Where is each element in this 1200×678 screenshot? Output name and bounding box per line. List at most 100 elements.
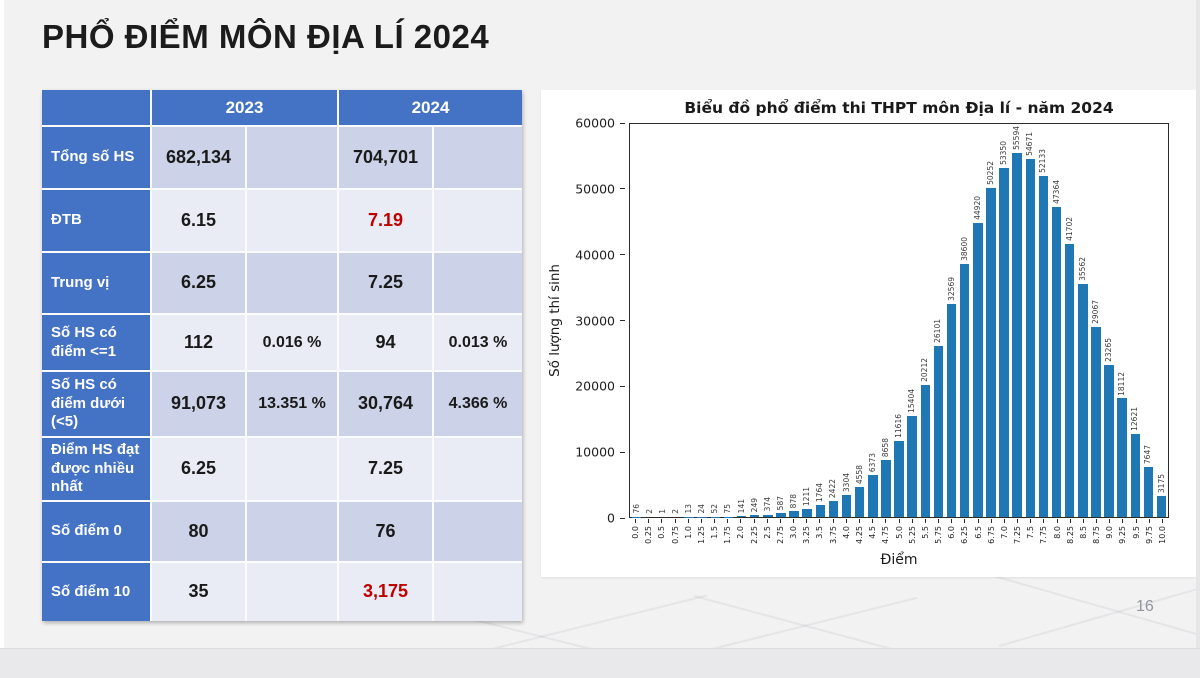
table-header-2023: 2023 xyxy=(152,90,337,125)
bar-value-label: 1764 xyxy=(815,483,825,503)
x-tick-slot: 5.5 xyxy=(919,519,932,557)
bar-slot: 18112 xyxy=(1116,124,1129,517)
chart-panel: Biểu đồ phổ điểm thi THPT môn Địa lí - n… xyxy=(541,90,1196,577)
x-tick-mark xyxy=(1056,519,1058,523)
chart-title: Biểu đồ phổ điểm thi THPT môn Địa lí - n… xyxy=(684,99,1114,117)
x-tick-label: 8.5 xyxy=(1078,526,1088,539)
bar xyxy=(828,501,839,517)
x-tick-mark xyxy=(727,519,729,523)
x-tick-mark xyxy=(806,519,808,523)
bar-value-label: 13 xyxy=(684,504,694,514)
x-tick-slot: 1.5 xyxy=(708,519,721,557)
bar-slot: 3304 xyxy=(840,124,853,517)
bar-slot: 1 xyxy=(656,124,669,517)
bar xyxy=(894,440,904,517)
x-tick-label: 3.5 xyxy=(815,526,825,539)
x-tick-mark xyxy=(648,519,650,523)
bar xyxy=(815,505,826,517)
table-cell-2023-percent xyxy=(247,190,337,251)
bar-slot: 53350 xyxy=(998,124,1011,517)
bar-slot: 26101 xyxy=(932,124,945,517)
x-axis-title: Điểm xyxy=(880,552,918,568)
bar-value-label: 52 xyxy=(710,504,720,514)
bar xyxy=(1104,364,1114,517)
bar-slot: 54671 xyxy=(1024,124,1037,517)
x-tick-mark xyxy=(911,519,913,523)
bar xyxy=(736,516,747,517)
table-cell-2023-value: 91,073 xyxy=(152,372,245,436)
x-tick-mark xyxy=(779,519,781,523)
bar xyxy=(749,515,760,517)
bar xyxy=(986,187,996,517)
bar-slot: 41702 xyxy=(1063,124,1076,517)
x-axis: 0.0 0.25 0.5 0.75 1.0 1.25 1.5 1.75 2.0 2.25 2.5 2.… xyxy=(629,519,1169,557)
table-row-label: Trung vị xyxy=(42,253,150,313)
x-tick-mark xyxy=(872,519,874,523)
bar-slot: 3175 xyxy=(1155,124,1168,517)
bar-value-label: 75 xyxy=(723,503,733,514)
x-tick-slot: 9.75 xyxy=(1143,519,1156,557)
x-tick-label: 0.0 xyxy=(631,526,641,539)
table-row-label: Số HS có điểm <=1 xyxy=(42,315,150,370)
y-tick-mark xyxy=(620,254,625,256)
x-tick-slot: 2.0 xyxy=(734,519,747,557)
comparison-table: 2023 2024 Tổng số HS 682,134 704,701 ĐTB 6.1… xyxy=(42,90,522,621)
table-cell-2023-percent xyxy=(247,253,337,313)
x-tick-mark xyxy=(661,519,663,523)
x-tick-slot: 2.75 xyxy=(774,519,787,557)
y-tick-mark xyxy=(620,517,625,519)
x-tick-mark xyxy=(819,519,821,523)
bar xyxy=(1025,158,1036,517)
bar xyxy=(920,384,931,517)
bar-value-label: 44920 xyxy=(972,195,982,220)
x-tick-mark xyxy=(687,519,689,523)
bar-value-label: 54671 xyxy=(1025,132,1035,156)
page-number: 16 xyxy=(1136,598,1154,615)
x-tick-label: 7.25 xyxy=(1013,526,1023,544)
x-tick-slot: 8.0 xyxy=(1051,519,1064,557)
bar-value-label: 15404 xyxy=(907,389,917,414)
table-cell-2024-percent xyxy=(434,502,522,561)
x-tick-mark xyxy=(885,519,887,523)
bar-value-label: 53350 xyxy=(999,140,1009,165)
bar-value-label: 587 xyxy=(775,495,785,511)
x-tick-label: 1.5 xyxy=(710,526,720,539)
bar xyxy=(933,346,944,517)
bar-slot: 2 xyxy=(669,124,682,517)
bar-value-label: 2 xyxy=(644,509,654,514)
x-tick-slot: 0.5 xyxy=(655,519,668,557)
x-tick-mark xyxy=(766,519,768,523)
y-tick-label: 0 xyxy=(607,510,615,526)
table-cell-2023-percent xyxy=(247,563,337,621)
bar-value-label: 47364 xyxy=(1051,179,1061,204)
x-tick-mark xyxy=(1043,519,1045,523)
table-cell-2023-value: 6.25 xyxy=(152,253,245,313)
table-cell-2024-percent xyxy=(434,190,522,251)
x-tick-mark xyxy=(1161,519,1163,523)
bar-value-label: 23265 xyxy=(1104,337,1114,362)
x-tick-slot: 4.75 xyxy=(879,519,892,557)
table-cell-2023-value: 682,134 xyxy=(152,127,245,188)
table-cell-2023-percent xyxy=(247,502,337,561)
x-tick-slot: 9.0 xyxy=(1103,519,1116,557)
bar-slot: 4558 xyxy=(853,124,866,517)
x-tick-slot: 1.75 xyxy=(721,519,734,557)
table-cell-2023-percent xyxy=(247,438,337,500)
bar-slot: 374 xyxy=(761,124,774,517)
x-tick-label: 5.5 xyxy=(920,526,930,539)
x-tick-slot: 6.5 xyxy=(971,519,984,557)
slide: PHỔ ĐIỂM MÔN ĐỊA LÍ 2024 2023 2024 Tổng … xyxy=(4,0,1196,648)
chart-plot-area: 76 2 1 2 13 24 52 75 141 249 374 587 878 1211 1764 2422… xyxy=(629,123,1169,518)
y-tick-label: 40000 xyxy=(575,247,615,263)
x-tick-slot: 2.25 xyxy=(748,519,761,557)
bar xyxy=(959,264,970,517)
x-tick-label: 2.25 xyxy=(749,526,759,544)
x-tick-label: 1.0 xyxy=(683,526,693,539)
x-tick-mark xyxy=(938,519,940,523)
bar xyxy=(999,167,1009,517)
x-tick-label: 10.0 xyxy=(1157,526,1167,544)
x-tick-slot: 10.0 xyxy=(1156,519,1169,557)
x-tick-slot: 6.25 xyxy=(958,519,971,557)
x-tick-label: 3.75 xyxy=(828,526,838,544)
x-tick-slot: 9.25 xyxy=(1116,519,1129,557)
